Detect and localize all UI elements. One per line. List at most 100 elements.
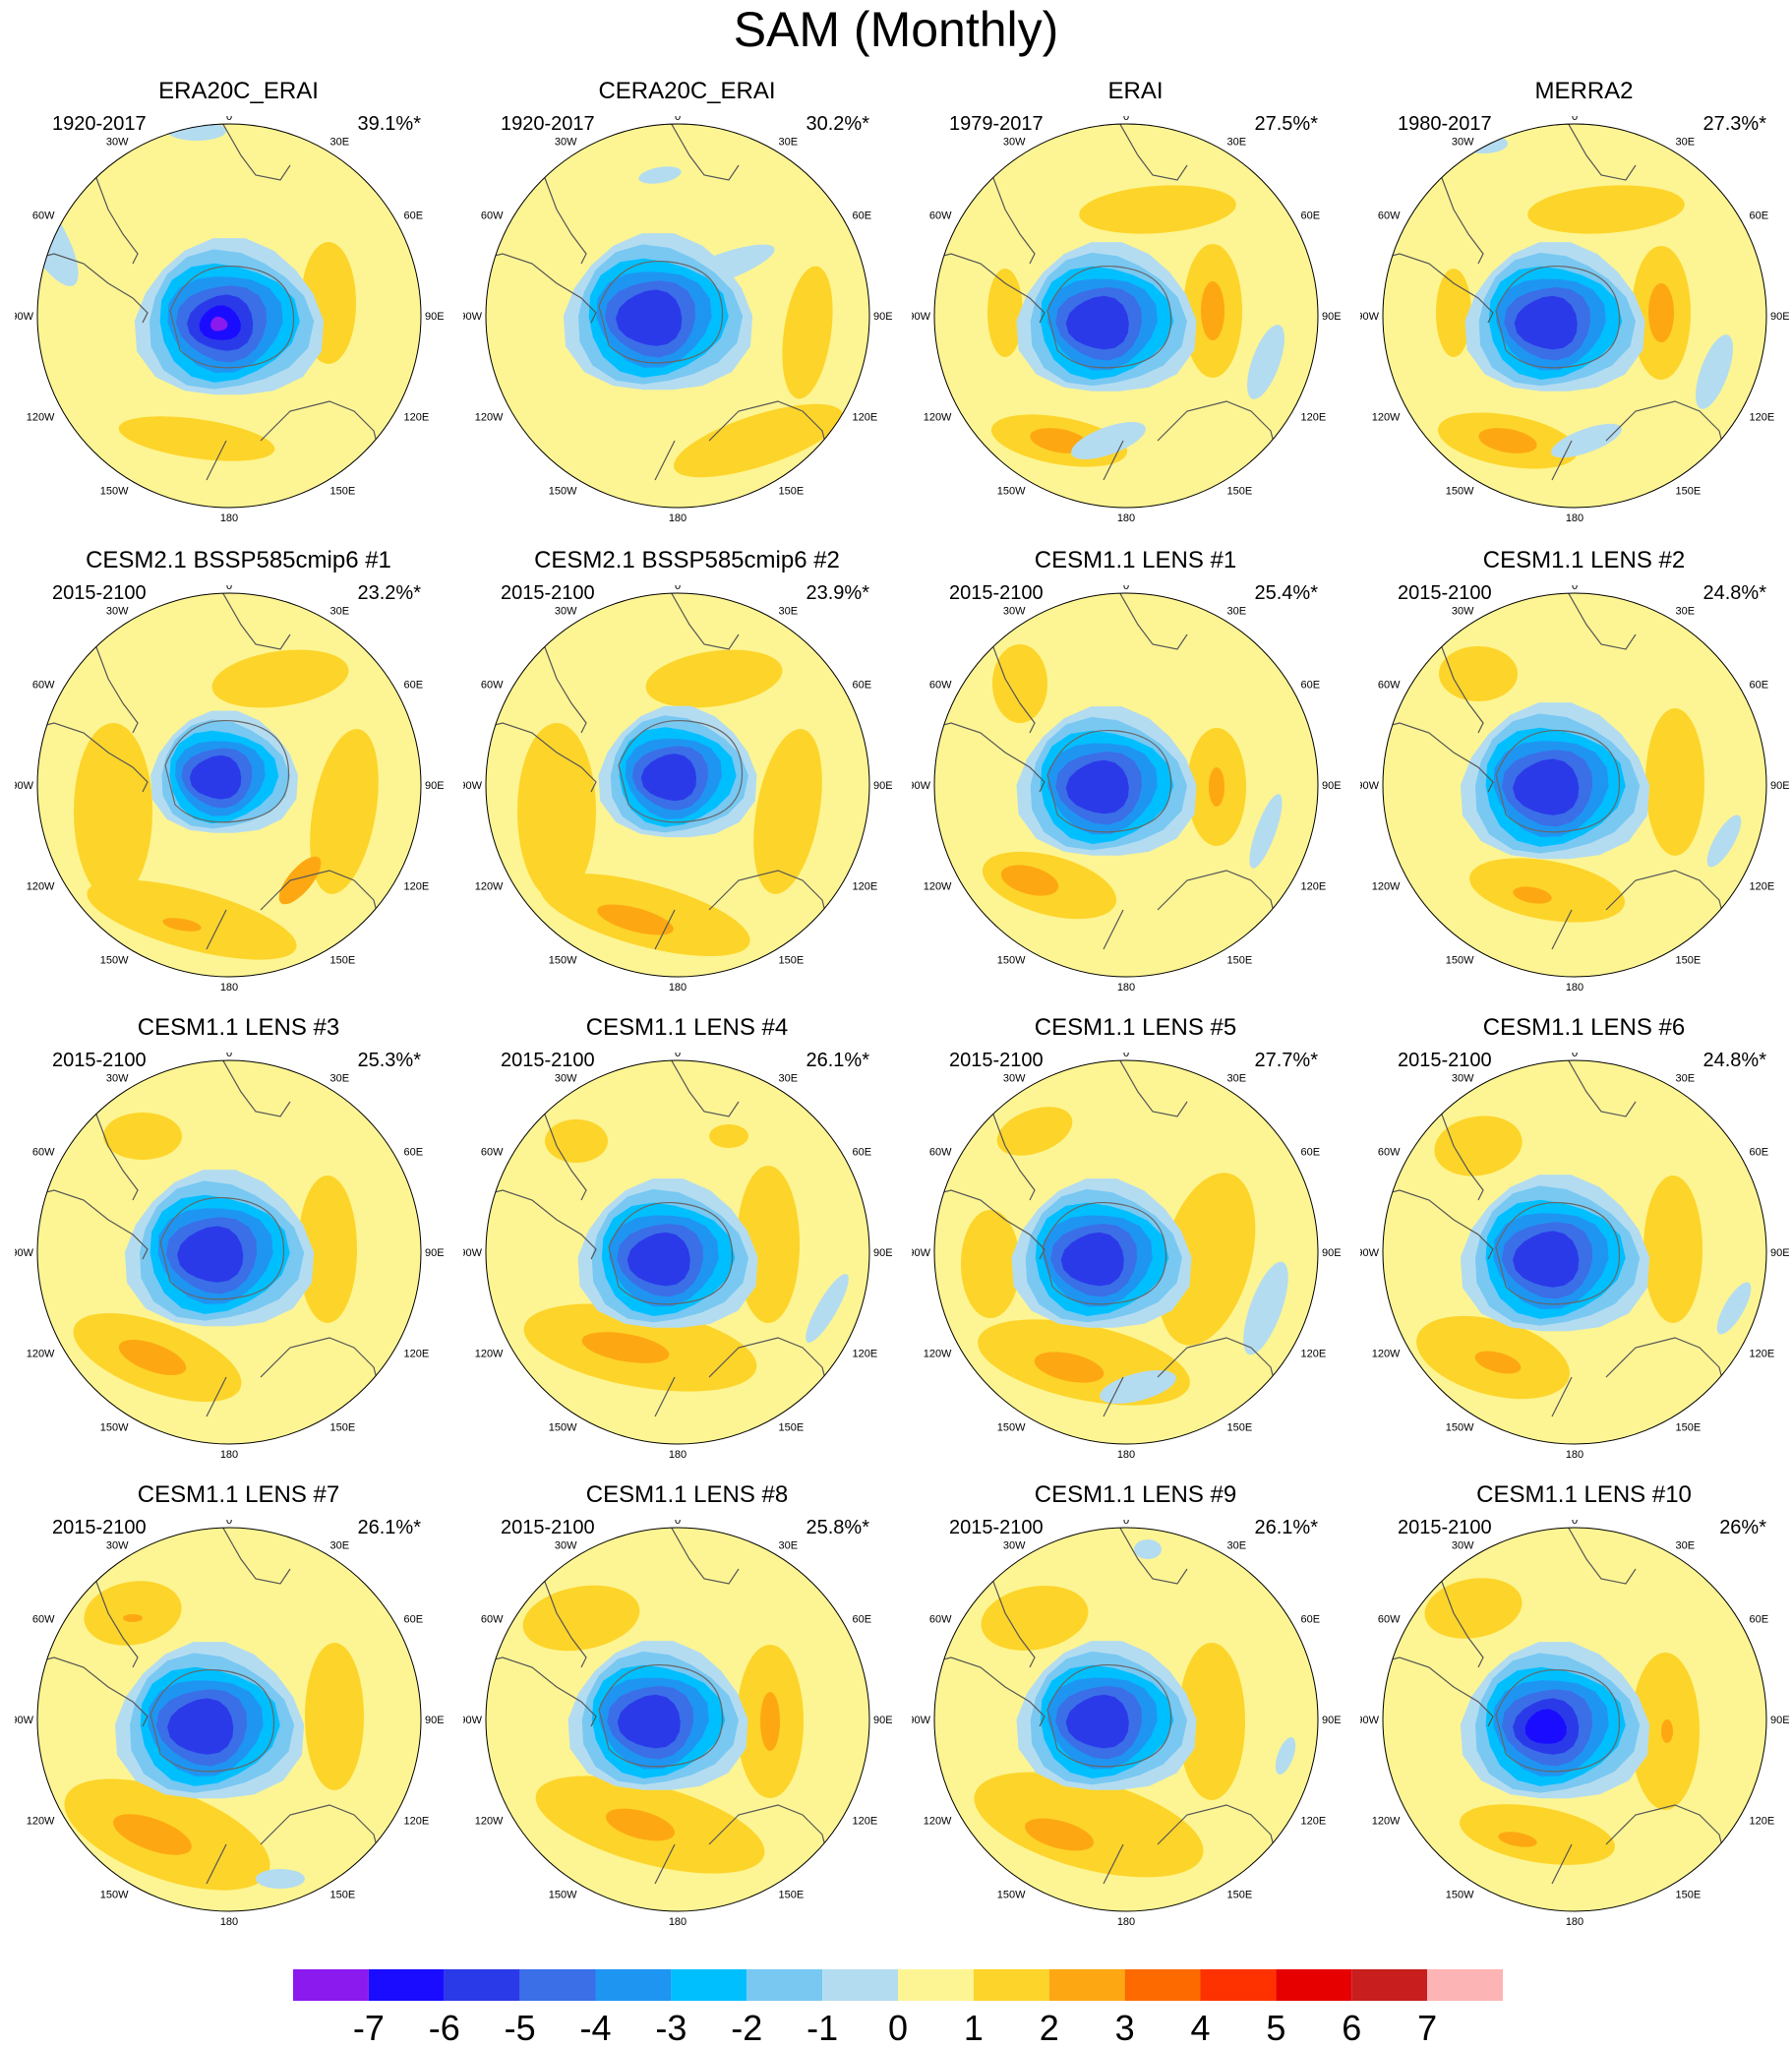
longitude-label: 90W bbox=[1360, 1247, 1380, 1259]
colorbar-label: 1 bbox=[963, 2008, 984, 2048]
colorbar-box bbox=[293, 1969, 369, 2001]
colorbar-box bbox=[368, 1969, 445, 2001]
polar-map: 0 30E 60E 90E 120E 150E 180 150W 120W 90W 60W 30W bbox=[1360, 1520, 1789, 1928]
positive-anomaly-contour bbox=[987, 269, 1023, 357]
longitude-label: 60W bbox=[481, 1614, 504, 1626]
longitude-label: 150E bbox=[1676, 1422, 1702, 1434]
longitude-label: 180 bbox=[1117, 512, 1135, 524]
panel-title: MERRA2 bbox=[1534, 78, 1634, 104]
longitude-label: 30W bbox=[555, 605, 577, 617]
longitude-label: 0 bbox=[1572, 1520, 1578, 1527]
panel-title: ERA20C_ERAI bbox=[158, 78, 319, 104]
longitude-label: 120W bbox=[475, 1816, 504, 1828]
longitude-label: 90E bbox=[1770, 780, 1789, 792]
longitude-label: 150E bbox=[1227, 1422, 1253, 1434]
panel-period: 2015-2100 bbox=[52, 1517, 147, 1538]
longitude-label: 150W bbox=[100, 1422, 129, 1434]
colorbar-box bbox=[519, 1969, 596, 2001]
positive-anomaly-contour bbox=[753, 729, 822, 894]
map-border bbox=[36, 1059, 422, 1445]
panel-variance-pct: 25.8%* bbox=[806, 1517, 870, 1538]
longitude-label: 90E bbox=[873, 1715, 892, 1726]
longitude-label: 120W bbox=[1372, 881, 1401, 893]
panel-variance-pct: 23.9%* bbox=[806, 582, 870, 604]
negative-anomaly-contour bbox=[1249, 794, 1283, 869]
longitude-label: 30W bbox=[1003, 1539, 1026, 1551]
coastlines bbox=[934, 1528, 1277, 1885]
longitude-label: 90E bbox=[1322, 311, 1341, 323]
longitude-label: 120E bbox=[1750, 1816, 1775, 1828]
panel-variance-pct: 39.1%* bbox=[357, 113, 422, 135]
longitude-label: 120E bbox=[404, 881, 430, 893]
colorbar-box bbox=[747, 1969, 823, 2001]
polar-map: 0 30E 60E 90E 120E 150E 180 150W 120W 90W 60W 30W bbox=[912, 1053, 1341, 1461]
longitude-label: 120E bbox=[853, 1349, 878, 1360]
longitude-label: 90E bbox=[873, 311, 892, 323]
longitude-label: 150E bbox=[1227, 486, 1253, 498]
panel-variance-pct: 25.3%* bbox=[357, 1050, 422, 1071]
longitude-label: 120W bbox=[27, 1349, 55, 1360]
map-border bbox=[485, 1527, 870, 1912]
panel-period: 2015-2100 bbox=[1398, 1517, 1492, 1538]
panel-title: CESM1.1 LENS #9 bbox=[1034, 1481, 1237, 1508]
longitude-label: 120E bbox=[853, 1816, 878, 1828]
polar-map: 0 30E 60E 90E 120E 150E 180 150W 120W 90W 60W 30W bbox=[912, 116, 1341, 524]
map-border bbox=[36, 592, 422, 978]
polar-map: 0 30E 60E 90E 120E 150E 180 150W 120W 90W 60W 30W bbox=[463, 585, 892, 994]
negative-anomaly-contour bbox=[256, 1869, 305, 1889]
coastlines bbox=[486, 124, 828, 481]
longitude-label: 30E bbox=[330, 605, 350, 617]
longitude-label: 60E bbox=[1301, 680, 1321, 692]
panel-period: 2015-2100 bbox=[949, 1050, 1044, 1071]
colorbar-label: -4 bbox=[579, 2008, 612, 2048]
figure-title: SAM (Monthly) bbox=[733, 2, 1059, 57]
panel-title: CESM1.1 LENS #7 bbox=[137, 1481, 340, 1508]
panel-variance-pct: 26.1%* bbox=[357, 1517, 422, 1538]
map-border bbox=[1382, 123, 1767, 509]
panel-period: 2015-2100 bbox=[949, 1517, 1044, 1538]
coastlines bbox=[37, 593, 380, 950]
panel-title: CESM1.1 LENS #3 bbox=[137, 1014, 340, 1041]
longitude-label: 60E bbox=[404, 680, 424, 692]
longitude-label: 60E bbox=[1750, 1147, 1769, 1159]
coastlines bbox=[1383, 593, 1725, 950]
panel-period: 2015-2100 bbox=[52, 1050, 147, 1071]
longitude-label: 60W bbox=[481, 211, 504, 222]
longitude-label: 90W bbox=[912, 1247, 931, 1259]
negative-anomaly-contour bbox=[1513, 758, 1580, 815]
positive-anomaly-contour bbox=[118, 1339, 187, 1376]
polar-map: 0 30E 60E 90E 120E 150E 180 150W 120W 90W 60W 30W bbox=[1360, 116, 1789, 524]
coastlines bbox=[1383, 1060, 1725, 1417]
longitude-label: 90W bbox=[1360, 1715, 1380, 1726]
positive-anomaly-contour bbox=[996, 1107, 1073, 1156]
positive-anomaly-contour bbox=[298, 1175, 357, 1323]
longitude-label: 180 bbox=[669, 512, 687, 524]
positive-anomaly-contour bbox=[118, 416, 275, 461]
positive-anomaly-contour bbox=[1469, 858, 1625, 923]
longitude-label: 150W bbox=[100, 955, 129, 967]
map-border bbox=[485, 1059, 870, 1445]
panel-variance-pct: 30.2%* bbox=[806, 113, 870, 135]
longitude-label: 150W bbox=[1446, 955, 1474, 967]
polar-map: 0 30E 60E 90E 120E 150E 180 150W 120W 90W 60W 30W bbox=[15, 585, 444, 994]
polar-map: 0 30E 60E 90E 120E 150E 180 150W 120W 90W 60W 30W bbox=[912, 1520, 1341, 1928]
panel-title: CESM2.1 BSSP585cmip6 #1 bbox=[86, 547, 391, 573]
positive-anomaly-contour bbox=[305, 1643, 364, 1790]
longitude-label: 30W bbox=[1003, 136, 1026, 148]
longitude-label: 120E bbox=[1750, 412, 1775, 424]
negative-anomaly-contour bbox=[1696, 334, 1733, 409]
polar-map: 0 30E 60E 90E 120E 150E 180 150W 120W 90W 60W 30W bbox=[15, 1520, 444, 1928]
longitude-label: 150E bbox=[779, 1422, 805, 1434]
longitude-label: 180 bbox=[220, 1449, 238, 1461]
longitude-label: 180 bbox=[1117, 1449, 1135, 1461]
map-panel: CESM1.1 LENS #7 2015-2100 26.1%* 0 30E 60E 90E… bbox=[15, 1480, 462, 1948]
negative-anomaly-contour bbox=[1071, 422, 1146, 459]
longitude-label: 120W bbox=[924, 1349, 952, 1360]
panel-variance-pct: 24.8%* bbox=[1702, 1050, 1767, 1071]
longitude-label: 30E bbox=[330, 136, 350, 148]
negative-anomaly-contour bbox=[640, 753, 697, 802]
longitude-label: 150W bbox=[997, 955, 1026, 967]
positive-anomaly-contour bbox=[517, 723, 596, 900]
longitude-label: 150W bbox=[100, 486, 129, 498]
longitude-label: 120E bbox=[1301, 1816, 1327, 1828]
